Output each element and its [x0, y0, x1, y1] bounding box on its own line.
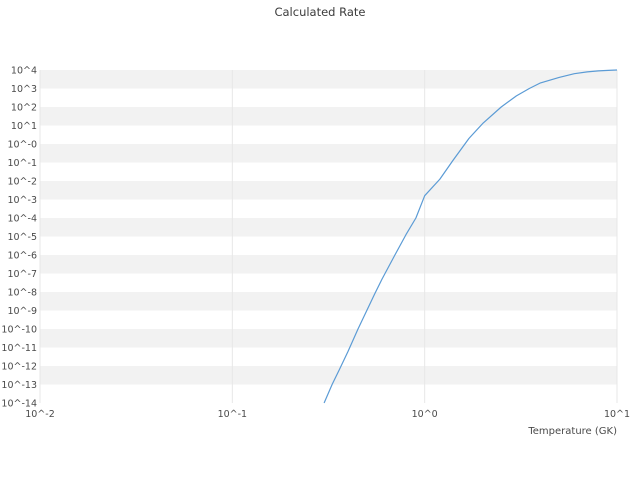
y-tick-label: 10^-14: [1, 399, 37, 410]
y-tick-label: 10^-13: [1, 380, 37, 391]
chart-title: Calculated Rate: [274, 5, 366, 19]
y-tick-label: 10^-3: [7, 195, 37, 206]
grid-band: [40, 366, 617, 385]
grid-band: [40, 70, 617, 89]
y-tick-label: 10^2: [11, 103, 37, 114]
y-tick-label: 10^-6: [7, 251, 37, 262]
x-tick-label: 10^1: [604, 409, 630, 420]
y-tick-label: 10^-7: [7, 269, 37, 280]
grid-band: [40, 218, 617, 237]
y-tick-label: 10^-12: [1, 362, 37, 373]
grid-band: [40, 329, 617, 348]
rate-curve: [323, 69, 618, 404]
x-tick-label: 10^-1: [218, 409, 248, 420]
y-tick-label: 10^-2: [7, 177, 37, 188]
grid-band: [40, 144, 617, 163]
y-tick-label: 10^-0: [7, 140, 37, 151]
grid-band: [40, 107, 617, 126]
y-tick-label: 10^-10: [1, 325, 37, 336]
y-tick-label: 10^-8: [7, 288, 37, 299]
y-tick-label: 10^-4: [7, 214, 37, 225]
y-tick-label: 10^-9: [7, 306, 37, 317]
y-tick-label: 10^1: [11, 121, 37, 132]
y-tick-label: 10^-1: [7, 158, 37, 169]
x-axis-label: Temperature (GK): [528, 426, 617, 437]
grid-band: [40, 255, 617, 274]
y-tick-label: 10^4: [11, 66, 37, 77]
y-tick-label: 10^3: [11, 84, 37, 95]
y-tick-label: 10^-5: [7, 232, 37, 243]
grid-band: [40, 292, 617, 311]
x-tick-label: 10^-2: [25, 409, 55, 420]
x-tick-label: 10^0: [412, 409, 438, 420]
y-tick-label: 10^-11: [1, 343, 37, 354]
grid-band: [40, 181, 617, 200]
